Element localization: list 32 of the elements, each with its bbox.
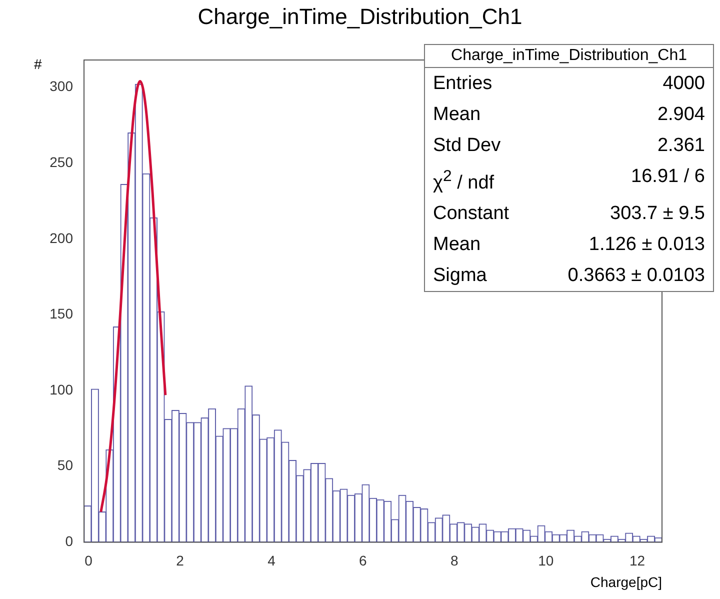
annotation: Mean — [433, 103, 481, 127]
x-tick-label: 4 — [268, 552, 276, 568]
y-tick-label: 200 — [50, 230, 74, 246]
y-tick-label: 250 — [50, 154, 74, 170]
x-tick-label: 12 — [630, 552, 646, 568]
annotation: 16.91 / 6 — [631, 165, 705, 189]
x-tick-label: 0 — [84, 552, 93, 568]
y-tick-label: 150 — [50, 306, 74, 322]
chart-title: Charge_inTime_Distribution_Ch1 — [196, 4, 524, 30]
text: 4000 — [662, 72, 705, 96]
annotation: 2.904 — [657, 103, 705, 127]
annotation: Charge_inTime_Distribution_Ch1 — [425, 45, 713, 68]
annotation: χ$^{2}$ / ndf — [433, 167, 494, 196]
x-tick-label: 2 — [176, 552, 184, 568]
annotation: 1.126 ± 0.013 — [588, 233, 705, 258]
x-axis-title: Charge[pC] — [590, 574, 662, 590]
x-tick-label: 8 — [450, 552, 458, 568]
y-tick-label: 100 — [50, 381, 74, 398]
x-tick-label: 10 — [538, 552, 554, 568]
annotation: 0.3663 ± 0.0103 — [568, 264, 705, 288]
y-tick-label: 50 — [57, 457, 74, 474]
annotation: 2.361 — [657, 134, 705, 158]
annotation: Sigma — [433, 264, 487, 288]
annotation: Constant — [433, 202, 510, 226]
x-tick-label: 6 — [359, 552, 368, 568]
y-axis-title: # — [34, 56, 42, 72]
y-tick-label: 300 — [50, 78, 74, 94]
annotation: 303.7 ± 9.5 — [610, 202, 705, 226]
y-tick-label: 0 — [65, 533, 74, 550]
annotation: Mean — [433, 233, 481, 258]
annotation: Entries — [433, 72, 492, 96]
annotation: Std Dev — [433, 134, 501, 158]
